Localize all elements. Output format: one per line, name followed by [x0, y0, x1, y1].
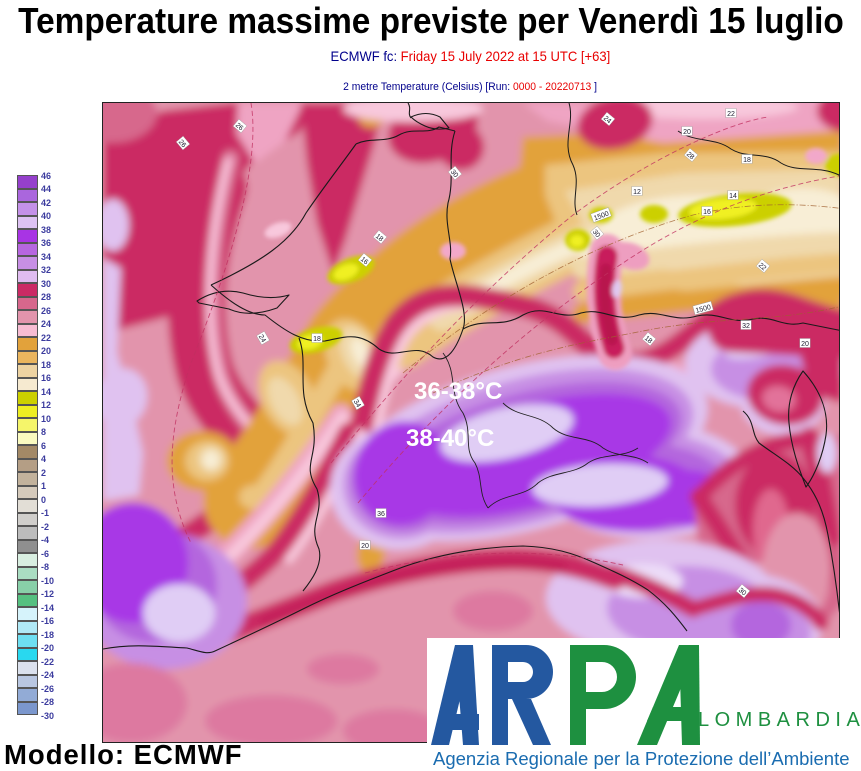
svg-text:20: 20 — [683, 129, 691, 136]
svg-text:12: 12 — [633, 189, 641, 196]
svg-text:34: 34 — [352, 399, 362, 409]
svg-text:20: 20 — [801, 341, 809, 348]
svg-text:36-38°C: 36-38°C — [414, 378, 502, 405]
svg-text:18: 18 — [743, 157, 751, 164]
svg-text:24: 24 — [602, 115, 613, 125]
svg-text:1500: 1500 — [593, 210, 610, 222]
svg-text:16: 16 — [359, 256, 370, 266]
svg-text:32: 32 — [742, 323, 750, 330]
svg-text:16: 16 — [703, 209, 711, 216]
svg-text:18: 18 — [643, 335, 654, 345]
svg-text:36: 36 — [377, 511, 385, 518]
svg-text:18: 18 — [374, 233, 385, 243]
svg-text:20: 20 — [361, 543, 369, 550]
svg-text:30: 30 — [449, 169, 459, 180]
svg-text:22: 22 — [757, 262, 768, 272]
svg-text:18: 18 — [313, 336, 321, 343]
svg-text:30: 30 — [591, 229, 601, 240]
svg-text:1500: 1500 — [695, 304, 712, 315]
svg-text:22: 22 — [727, 111, 735, 118]
svg-text:38-40°C: 38-40°C — [406, 425, 494, 452]
svg-text:24: 24 — [257, 334, 267, 344]
svg-text:14: 14 — [729, 193, 737, 200]
svg-text:28: 28 — [685, 151, 696, 161]
svg-text:26: 26 — [177, 139, 187, 150]
svg-text:26: 26 — [234, 122, 245, 132]
svg-text:30: 30 — [737, 587, 748, 597]
